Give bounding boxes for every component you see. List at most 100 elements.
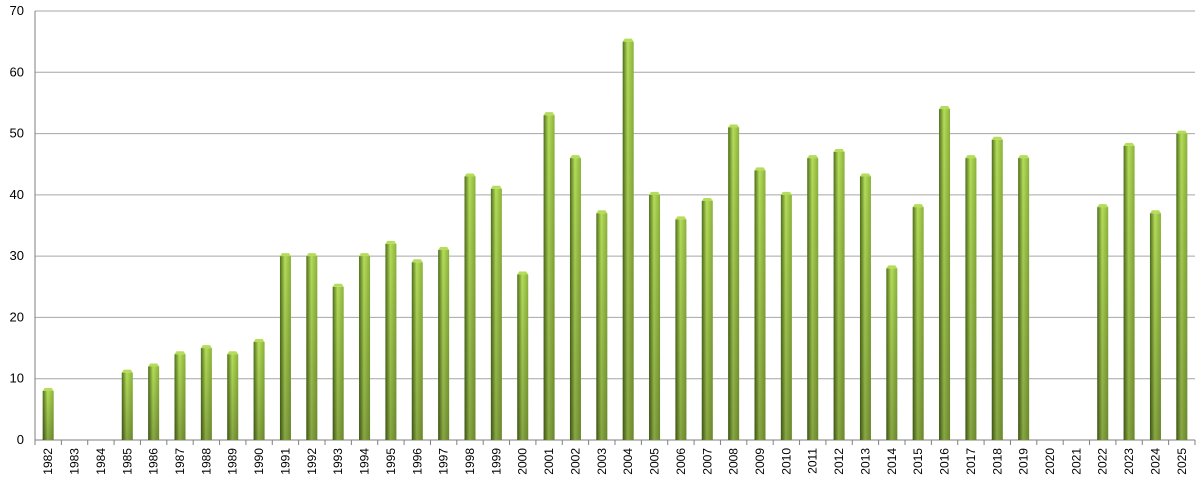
bar-cap — [253, 338, 265, 342]
x-tick-label: 2025 — [1175, 448, 1189, 475]
bar — [1097, 204, 1109, 440]
x-tick-label: 1987 — [173, 448, 187, 475]
bar — [675, 216, 687, 440]
bar — [279, 253, 291, 440]
x-tick-label: 2010 — [779, 448, 793, 475]
x-tick-label: 2014 — [885, 448, 899, 475]
bar-cap — [359, 253, 371, 257]
y-tick-label: 0 — [17, 432, 24, 447]
x-tick-label: 1986 — [147, 448, 161, 475]
bar-cap — [121, 369, 133, 373]
bar-shade — [886, 268, 898, 440]
bar-cap — [965, 155, 977, 159]
bar-cap — [701, 197, 713, 201]
bar-cap — [174, 351, 186, 355]
bar-shade — [411, 262, 423, 440]
x-tick-label: 1991 — [278, 448, 292, 475]
bar — [596, 210, 608, 440]
x-tick-label: 1997 — [437, 448, 451, 475]
bar-cap — [649, 191, 661, 195]
bar-cap — [1123, 142, 1135, 146]
bar-cap — [1018, 155, 1030, 159]
bar-cap — [517, 271, 529, 275]
bar — [200, 345, 212, 440]
bar-cap — [859, 173, 871, 177]
bar-cap — [1097, 204, 1109, 208]
bar-shade — [991, 139, 1003, 440]
y-tick-label: 50 — [10, 126, 24, 141]
bar — [754, 167, 766, 441]
bar-cap — [227, 351, 239, 355]
x-tick-label: 1993 — [331, 448, 345, 475]
bar — [701, 197, 713, 440]
bar — [1176, 130, 1188, 441]
bar — [411, 259, 423, 440]
x-tick-label: 1995 — [384, 448, 398, 475]
gridlines — [35, 10, 1195, 380]
bar-cap — [622, 38, 634, 42]
bar-cap — [991, 136, 1003, 140]
x-tick-label: 1984 — [94, 448, 108, 475]
bar — [543, 112, 555, 440]
y-tick-label: 60 — [10, 64, 24, 79]
bar — [833, 148, 845, 440]
x-tick-label: 1998 — [463, 448, 477, 475]
bar-cap — [306, 253, 318, 257]
y-tick-label: 30 — [10, 248, 24, 263]
bar-cap — [490, 185, 502, 189]
bar-shade — [490, 188, 502, 440]
x-tick-labels: 1982 1983 1984 1985 1986 1987 1988 1989 1990 1991… — [41, 448, 1189, 475]
bar-shade — [385, 243, 397, 440]
bar-cap — [807, 155, 819, 159]
x-tick-label: 2009 — [753, 448, 767, 475]
bar-shade — [306, 256, 318, 440]
x-tick-label: 2023 — [1122, 448, 1136, 475]
x-tick-label: 2008 — [727, 448, 741, 475]
bar-shade — [859, 176, 871, 440]
x-tick-label: 1996 — [410, 448, 424, 475]
bar-shade — [279, 256, 291, 440]
x-tick-label: 1994 — [358, 448, 372, 475]
bar-shade — [807, 158, 819, 441]
bar — [1149, 210, 1161, 440]
bar — [939, 106, 951, 441]
bar — [1018, 155, 1030, 441]
bar-shade — [359, 256, 371, 440]
bar-cap — [754, 167, 766, 171]
x-tick-label: 2020 — [1043, 448, 1057, 475]
bar — [859, 173, 871, 440]
bar-shade — [253, 341, 265, 440]
bar-shade — [622, 41, 634, 441]
x-tick-label: 1999 — [489, 448, 503, 475]
x-tick-label: 2005 — [648, 448, 662, 475]
bar — [912, 204, 924, 440]
y-tick-label: 40 — [10, 187, 24, 202]
bar — [438, 247, 450, 440]
bar-cap — [780, 191, 792, 195]
bar-cap — [411, 259, 423, 263]
bar-cap — [569, 155, 581, 159]
x-tick-label: 2021 — [1069, 448, 1083, 475]
bar-shade — [1097, 207, 1109, 440]
bar — [517, 271, 529, 440]
bar-shade — [174, 354, 186, 440]
bar — [42, 387, 54, 440]
bar-cap — [833, 148, 845, 152]
bar — [965, 155, 977, 441]
bar-shade — [1176, 133, 1188, 441]
bar-shade — [569, 158, 581, 441]
x-tick-label: 1982 — [41, 448, 55, 475]
bar — [991, 136, 1003, 440]
bar-cap — [596, 210, 608, 214]
bar-cap — [464, 173, 476, 177]
x-tick-label: 2001 — [542, 448, 556, 475]
bar-shade — [227, 354, 239, 440]
bar — [332, 283, 344, 440]
x-tick-label: 2019 — [1017, 448, 1031, 475]
x-tick-label: 2011 — [806, 448, 820, 474]
bar-shade — [464, 176, 476, 440]
bar — [728, 124, 740, 440]
bar-shade — [754, 170, 766, 441]
x-tick-label: 1989 — [226, 448, 240, 475]
